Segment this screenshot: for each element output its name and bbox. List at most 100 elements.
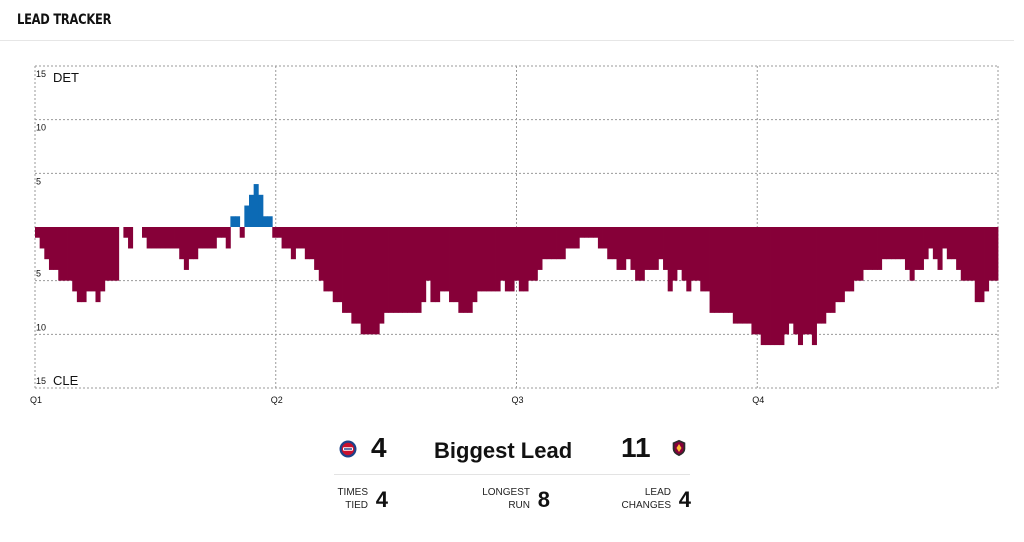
away-lead-bar xyxy=(570,227,576,249)
home-biggest-lead: 4 xyxy=(371,432,387,463)
away-lead-bar xyxy=(211,227,217,249)
away-lead-bar xyxy=(114,227,120,281)
away-lead-bar xyxy=(625,227,631,260)
away-lead-bar xyxy=(565,227,571,249)
away-lead-bar xyxy=(779,227,785,346)
away-lead-bar xyxy=(579,227,585,238)
away-lead-bar xyxy=(788,227,794,324)
away-lead-bar xyxy=(942,227,948,249)
away-lead-bar xyxy=(560,227,566,260)
away-lead-bar xyxy=(886,227,892,260)
cavaliers-logo-icon xyxy=(672,439,686,457)
away-lead-bar xyxy=(811,227,817,346)
away-lead-bar xyxy=(993,227,999,281)
away-lead-bar xyxy=(453,227,459,303)
away-lead-bar xyxy=(300,227,306,249)
away-lead-bar xyxy=(304,227,310,260)
away-lead-bar xyxy=(690,227,697,281)
away-lead-bar xyxy=(686,227,692,292)
away-lead-bar xyxy=(76,227,82,303)
away-lead-bar xyxy=(974,227,980,303)
away-lead-bar xyxy=(844,227,850,292)
away-lead-bar xyxy=(104,227,110,281)
away-lead-bar xyxy=(932,227,938,260)
y-tick-label: 10 xyxy=(36,322,46,332)
away-lead-bar xyxy=(546,227,552,260)
biggest-lead-label: Biggest Lead xyxy=(434,438,573,463)
away-lead-bar xyxy=(695,227,701,281)
away-lead-bar xyxy=(290,227,296,260)
game-summary: 4 Biggest Lead 11 TIMES TIED 4 LONGEST R… xyxy=(330,428,700,528)
away-lead-bar xyxy=(467,227,473,313)
away-lead-bar xyxy=(970,227,976,281)
away-lead-bar xyxy=(802,227,808,335)
away-lead-bar xyxy=(86,227,92,292)
away-lead-bar xyxy=(816,227,822,324)
pistons-logo-icon xyxy=(339,440,357,458)
away-lead-bar xyxy=(435,227,441,303)
away-lead-bar xyxy=(174,227,180,249)
away-lead-bar xyxy=(369,227,376,335)
away-lead-bar xyxy=(960,227,966,281)
away-lead-bar xyxy=(53,227,59,270)
away-lead-bar xyxy=(946,227,952,260)
away-lead-bar xyxy=(616,227,622,270)
away-lead-bar xyxy=(653,227,659,270)
y-tick-label: 5 xyxy=(36,269,41,279)
away-lead-bar xyxy=(463,227,469,313)
away-lead-bar xyxy=(588,227,594,238)
away-lead-bar xyxy=(830,227,836,313)
away-lead-bar xyxy=(523,227,529,292)
away-lead-bar xyxy=(421,227,427,303)
away-lead-bar xyxy=(923,227,929,260)
away-lead-bar xyxy=(155,227,162,249)
away-lead-bar xyxy=(188,227,194,260)
home-lead-bar xyxy=(235,216,241,227)
away-lead-bar xyxy=(700,227,706,292)
det-label: DET xyxy=(53,70,79,85)
away-lead-bar xyxy=(602,227,608,249)
away-lead-bar xyxy=(486,227,492,292)
longest-run-label: LONGEST RUN xyxy=(482,487,530,511)
away-lead-bar xyxy=(458,227,464,313)
away-lead-bar xyxy=(151,227,157,249)
away-lead-bar xyxy=(165,227,171,249)
away-lead-bar xyxy=(332,227,338,303)
away-lead-bar xyxy=(365,227,371,335)
away-lead-bar xyxy=(728,227,734,313)
away-lead-bar xyxy=(397,227,403,313)
away-lead-bar xyxy=(202,227,208,249)
away-lead-bar xyxy=(807,227,813,335)
lead-changes-stat: LEAD CHANGES 4 xyxy=(615,484,693,514)
away-lead-bar xyxy=(328,227,334,292)
y-tick-label: 5 xyxy=(36,176,41,186)
away-lead-bar xyxy=(756,227,762,335)
away-lead-bar xyxy=(630,227,636,270)
away-lead-bar xyxy=(314,227,320,270)
away-lead-bar xyxy=(430,227,436,303)
away-lead-bar xyxy=(58,227,64,281)
away-lead-bar xyxy=(225,227,231,249)
away-lead-bar xyxy=(891,227,897,260)
away-lead-bar xyxy=(476,227,483,292)
away-lead-bar xyxy=(439,227,445,292)
header-bar: LEAD TRACKER xyxy=(0,0,1014,41)
away-lead-bar xyxy=(737,227,743,324)
away-lead-bar xyxy=(169,227,175,249)
away-lead-bar xyxy=(542,227,548,260)
page-title: LEAD TRACKER xyxy=(17,12,112,28)
away-lead-bar xyxy=(672,227,678,281)
away-lead-bar xyxy=(128,227,134,249)
away-lead-bar xyxy=(909,227,915,281)
away-lead-bar xyxy=(309,227,315,260)
away-lead-bar xyxy=(323,227,329,292)
away-lead-bar xyxy=(500,227,506,281)
away-lead-bar xyxy=(714,227,720,313)
away-lead-bar xyxy=(402,227,408,313)
away-lead-bar xyxy=(797,227,804,346)
away-lead-bar xyxy=(48,227,55,270)
away-lead-bar xyxy=(346,227,352,313)
summary-divider xyxy=(334,474,690,475)
x-tick-label: Q4 xyxy=(752,395,764,405)
times-tied-label: TIMES TIED xyxy=(337,487,368,511)
